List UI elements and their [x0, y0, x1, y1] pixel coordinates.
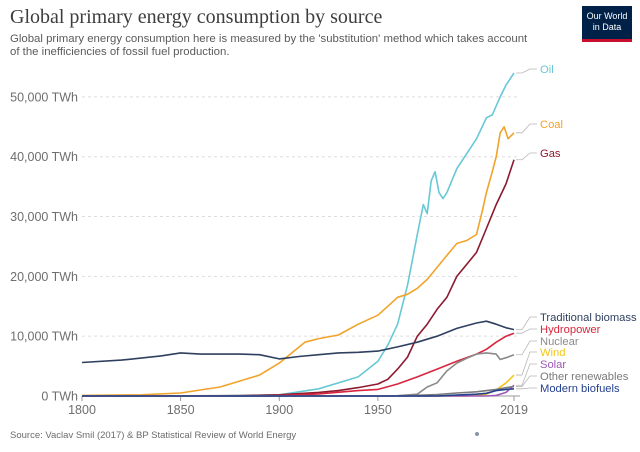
y-tick-label: 40,000 TWh: [10, 150, 78, 164]
label-connector: [516, 340, 537, 356]
x-tick-label: 2019: [500, 403, 528, 417]
x-tick-label: 1800: [68, 403, 96, 417]
label-connector: [516, 152, 537, 161]
label-connector: [516, 123, 537, 134]
y-tick-label: 30,000 TWh: [10, 210, 78, 224]
series-label-nuclear: Nuclear: [540, 336, 579, 348]
label-connector: [516, 387, 537, 390]
chart-title: Global primary energy consumption by sou…: [10, 6, 383, 28]
source-note: Source: Vaclav Smil (2017) & BP Statisti…: [10, 430, 297, 441]
series-label-traditional-biomass: Traditional biomass: [540, 312, 637, 324]
series-line-coal: [81, 126, 515, 397]
label-connector: [516, 375, 537, 387]
label-connector: [516, 351, 537, 376]
x-tick-label: 1850: [167, 403, 195, 417]
owid-logo[interactable]: Our World in Data: [582, 6, 632, 42]
label-connector: [516, 328, 537, 334]
label-connector: [516, 363, 537, 386]
y-tick-label: 0 TWh: [41, 390, 78, 404]
y-tick-label: 20,000 TWh: [10, 270, 78, 284]
series-line-hydropower: [82, 332, 515, 397]
series-label-gas: Gas: [540, 148, 561, 160]
label-connector: [516, 68, 537, 74]
logo-line-1: Our World: [586, 11, 628, 21]
series-line-oil: [82, 72, 515, 397]
series-label-modern-biofuels: Modern biofuels: [540, 383, 620, 395]
series-line-nuclear: [82, 352, 515, 397]
label-connector: [516, 316, 537, 331]
series-label-other-renewables: Other renewables: [540, 371, 629, 383]
logo-line-2: in Data: [592, 22, 622, 32]
series-label-coal: Coal: [540, 119, 563, 131]
x-tick-label: 1950: [364, 403, 392, 417]
series-line-gas: [81, 159, 515, 397]
series-line-traditional-biomass: [81, 320, 515, 364]
series-label-wind: Wind: [540, 347, 566, 359]
series-label-solar: Solar: [540, 359, 566, 371]
chart-subtitle: Global primary energy consumption here i…: [10, 33, 528, 58]
series-label-oil: Oil: [540, 64, 554, 76]
series-label-hydropower: Hydropower: [540, 324, 601, 336]
y-tick-label: 10,000 TWh: [10, 330, 78, 344]
x-tick-label: 1900: [265, 403, 293, 417]
series-line-modern-biofuels: [82, 388, 515, 397]
y-tick-label: 50,000 TWh: [10, 90, 78, 104]
carousel-dot[interactable]: [475, 432, 479, 436]
